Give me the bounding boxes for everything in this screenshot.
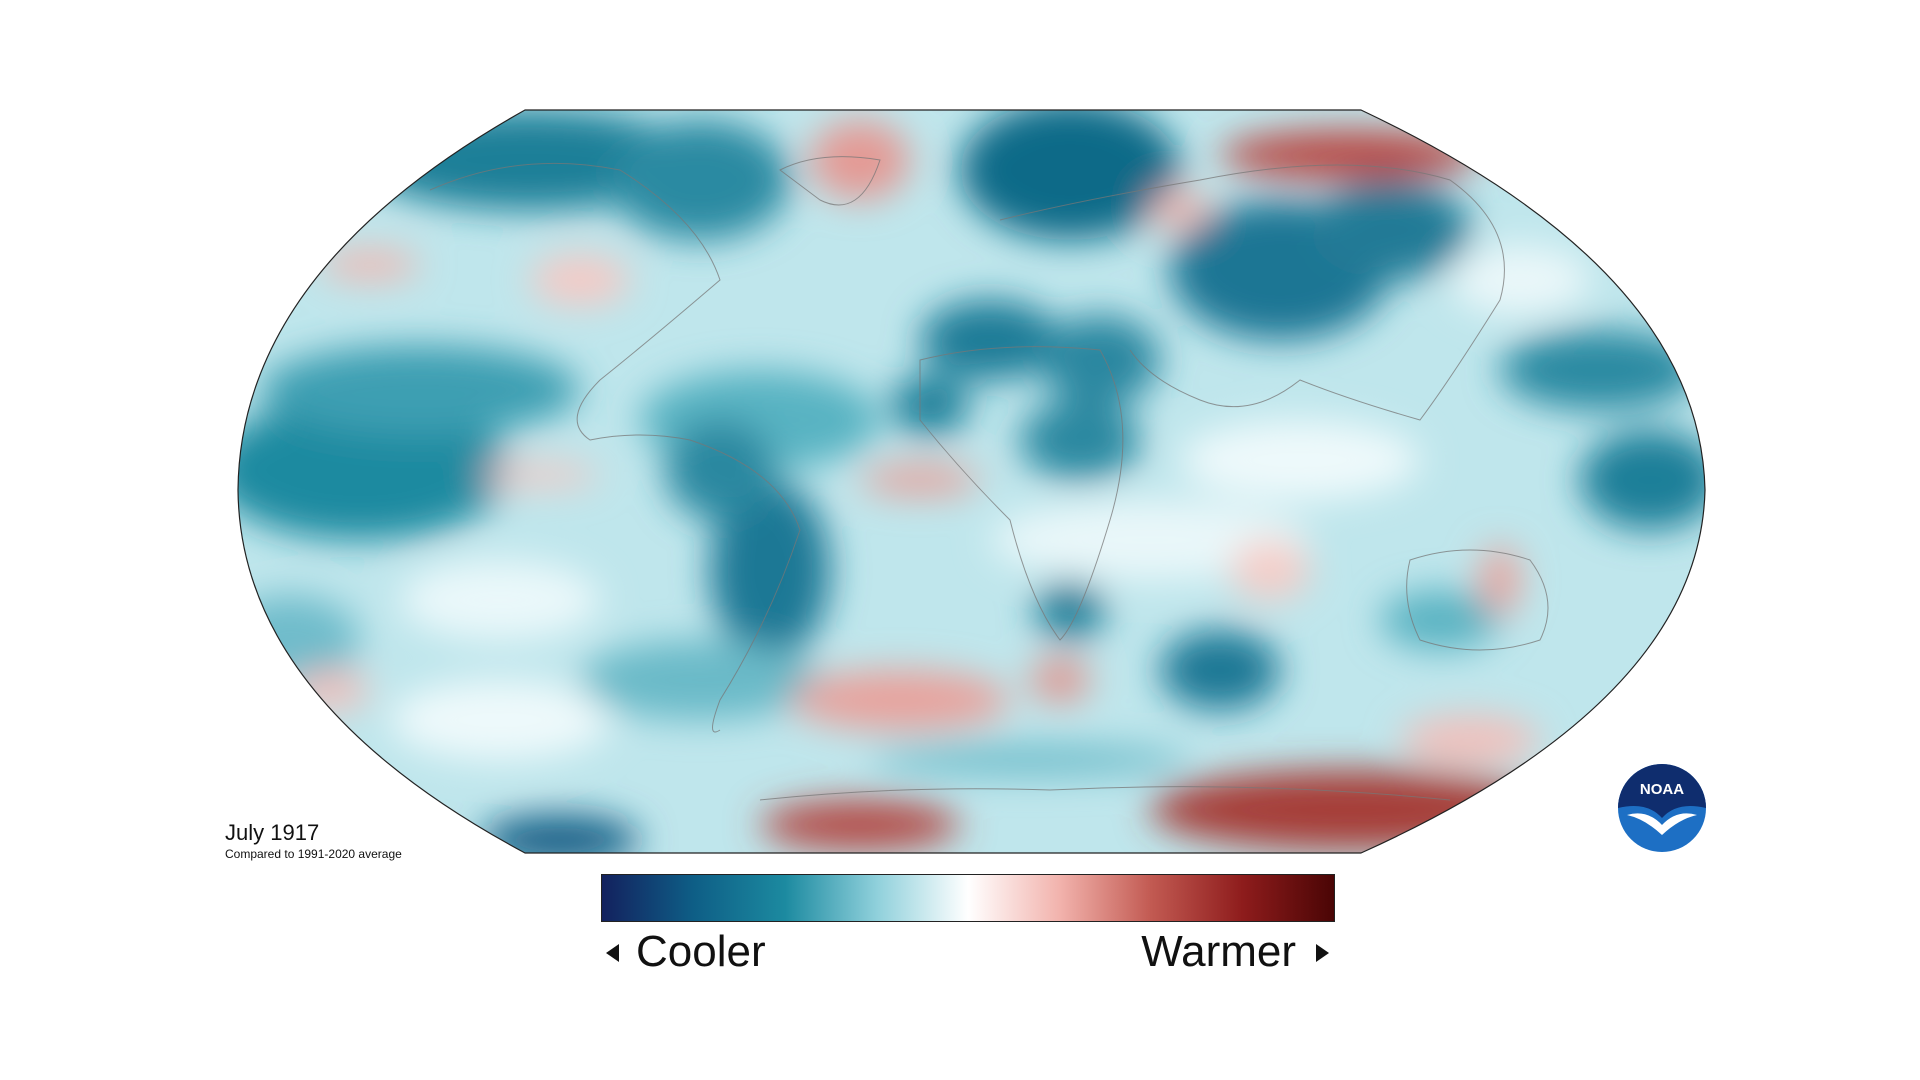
anomaly-field (238, 110, 1705, 853)
triangle-left-icon (606, 944, 619, 962)
warmer-label: Warmer (1141, 927, 1296, 976)
color-scale-bar (601, 874, 1335, 922)
triangle-right-icon (1316, 944, 1329, 962)
coastlines (429, 156, 1549, 801)
map-date: July 1917 (225, 820, 320, 845)
noaa-logo-icon: NOAA (1618, 764, 1706, 852)
cooler-label: Cooler (636, 927, 766, 976)
noaa-logo-text: NOAA (1640, 781, 1684, 798)
globe-outline (237, 109, 1706, 854)
baseline-caption: Compared to 1991-2020 average (225, 847, 402, 861)
